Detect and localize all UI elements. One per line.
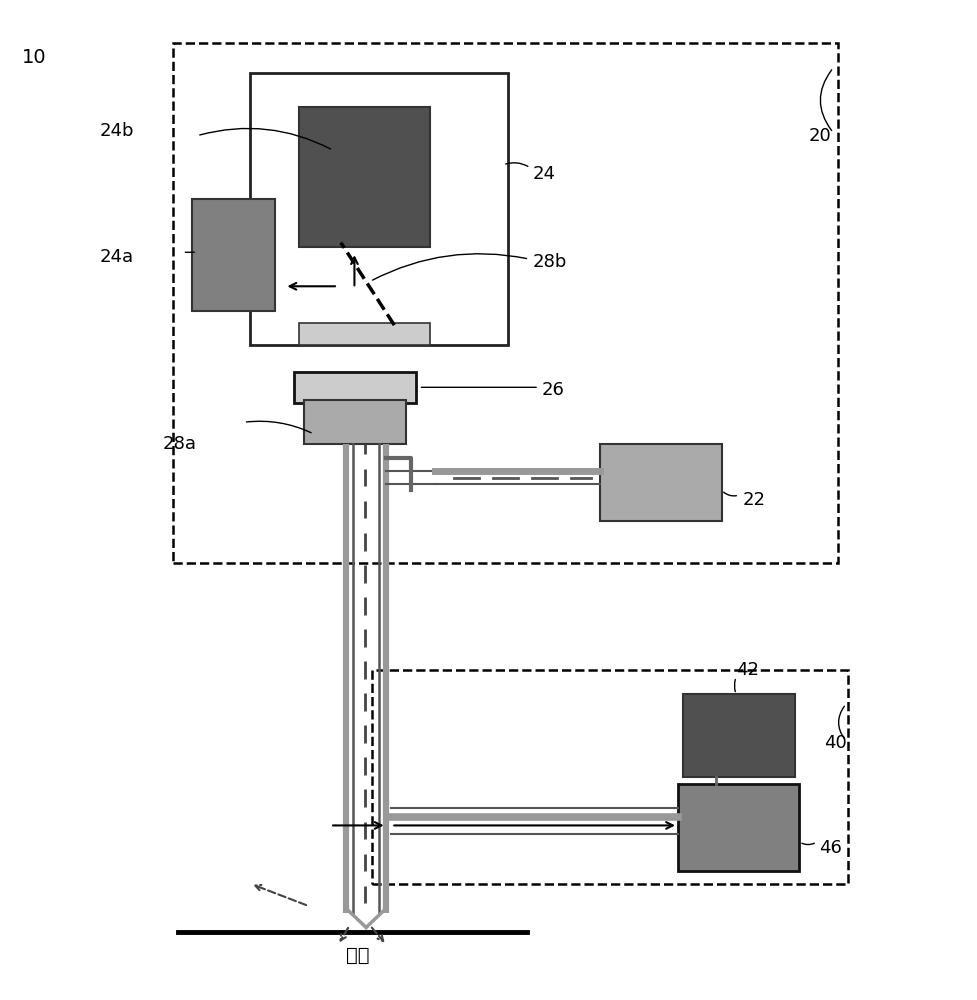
Text: 10: 10 [22,48,47,67]
Text: 样品: 样品 [346,946,369,965]
FancyBboxPatch shape [683,694,794,777]
Text: 24a: 24a [100,248,134,266]
Text: 20: 20 [809,127,831,145]
FancyBboxPatch shape [678,784,799,871]
FancyBboxPatch shape [192,199,275,311]
Text: 22: 22 [743,491,766,509]
Text: 24b: 24b [100,122,135,140]
FancyBboxPatch shape [299,323,430,345]
FancyBboxPatch shape [304,400,405,444]
FancyBboxPatch shape [299,107,430,247]
FancyBboxPatch shape [600,444,722,521]
Text: 42: 42 [737,661,759,679]
FancyBboxPatch shape [294,372,415,403]
Text: 40: 40 [824,734,846,752]
Text: 28b: 28b [532,253,567,271]
FancyBboxPatch shape [250,73,508,345]
Text: 26: 26 [542,381,565,399]
Text: 24: 24 [532,165,555,183]
Text: 46: 46 [819,839,841,857]
Text: 28a: 28a [163,435,197,453]
